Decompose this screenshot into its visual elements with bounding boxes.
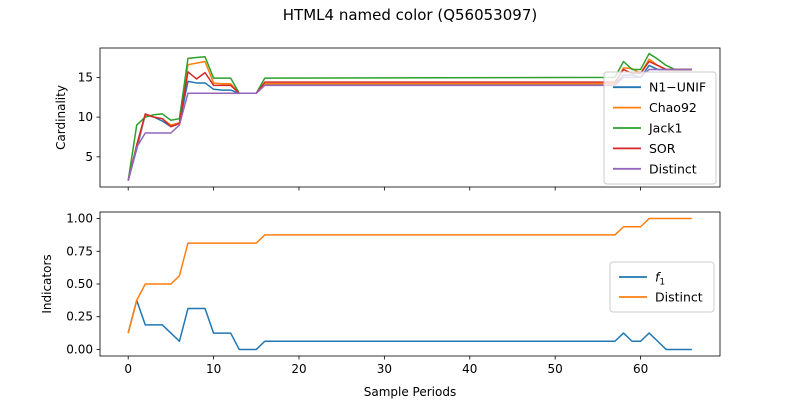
x-tick-label: 50 — [548, 362, 563, 376]
legend-label: Chao92 — [649, 100, 697, 115]
legend: N1−UNIF Chao92 Jack1 SOR Distinct — [603, 71, 717, 185]
legend-box — [603, 71, 717, 185]
y-tick-label: 0.75 — [66, 244, 93, 258]
x-tick-label: 10 — [206, 362, 221, 376]
y-tick-label: 15 — [78, 70, 93, 84]
legend-label: N1−UNIF — [649, 80, 706, 95]
y-tick-label: 5 — [85, 150, 93, 164]
series-line-distinct — [127, 68, 692, 181]
legend-label-subscript: 1 — [659, 278, 665, 288]
x-tick-label: 0 — [124, 362, 132, 376]
legend-label-main: f — [655, 270, 661, 285]
x-tick-label: 60 — [633, 362, 648, 376]
legend-label: Jack1 — [648, 121, 682, 136]
legend-label: f1 — [655, 270, 665, 288]
x-tick-label: 20 — [291, 362, 306, 376]
x-tick-label: 40 — [462, 362, 477, 376]
y-tick-label: 1.00 — [66, 212, 93, 226]
x-tick-label: 30 — [377, 362, 392, 376]
legend-label: SOR — [649, 141, 676, 156]
series-line-distinct — [127, 217, 692, 334]
legend: f1 Distinct — [609, 261, 715, 313]
y-tick-label: 10 — [78, 110, 93, 124]
y-tick-label: 0.50 — [66, 277, 93, 291]
y-axis-label: Indicators — [40, 254, 54, 313]
series-line-f — [127, 299, 692, 351]
figure-title: HTML4 named color (Q56053097) — [283, 6, 537, 24]
x-axis-label: Sample Periods — [364, 385, 456, 399]
legend-box — [609, 261, 715, 313]
legend-label: Distinct — [655, 290, 703, 305]
y-tick-label: 0.25 — [66, 310, 93, 324]
y-axis-label: Cardinality — [54, 85, 68, 150]
y-tick-label: 0.00 — [66, 342, 93, 356]
legend-label: Distinct — [649, 161, 697, 176]
top-chart-cardinality: 5 10 15 Cardinality N1−UNIF Chao92 Jack1 SOR Dis… — [54, 47, 721, 191]
bottom-chart-indicators: 0.00 0.25 0.50 0.75 1.00 0 10 20 30 40 50 60 Indicat… — [40, 212, 721, 399]
